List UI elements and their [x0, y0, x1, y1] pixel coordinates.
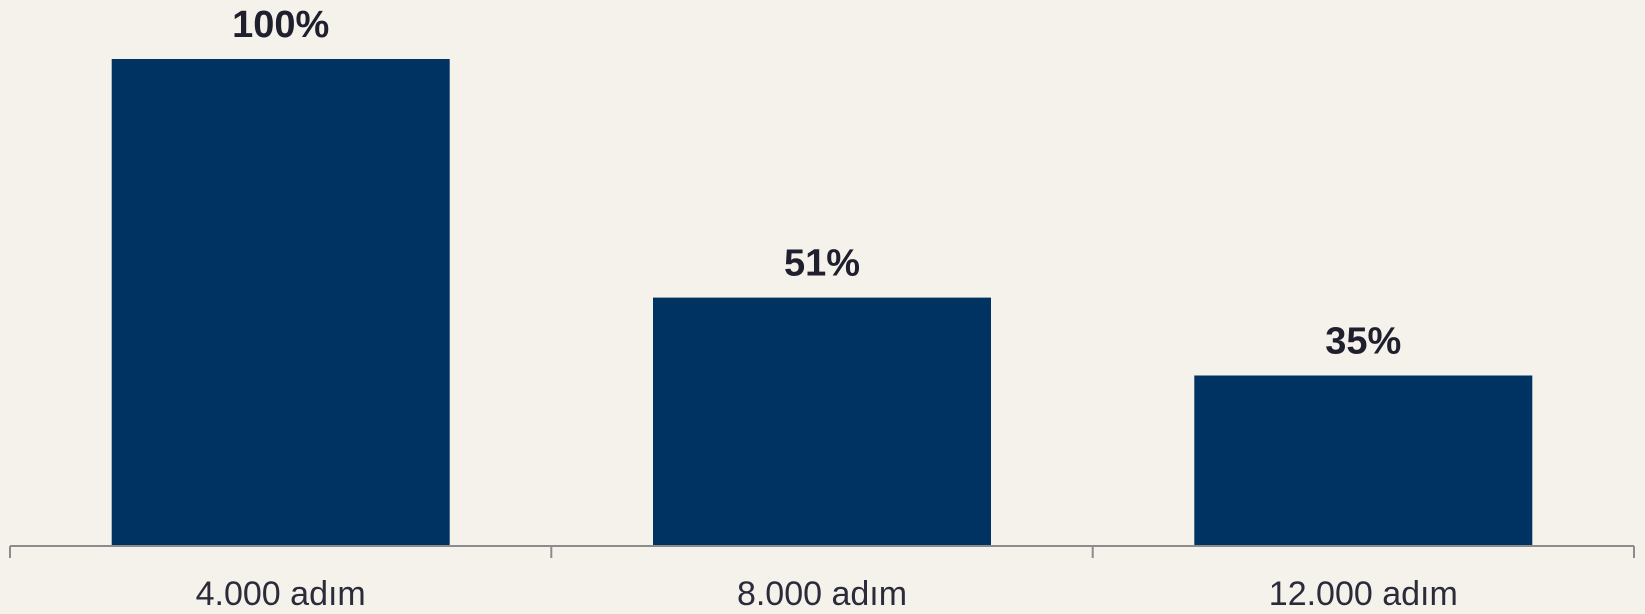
data-label-2: 51% — [784, 243, 860, 285]
x-axis — [9, 545, 1635, 558]
data-label-3: 35% — [1325, 321, 1401, 363]
bar-1 — [111, 59, 450, 546]
bar-3 — [1194, 375, 1533, 546]
bars-group — [111, 59, 1533, 546]
x-tick-label-1: 4.000 adım — [196, 575, 366, 613]
bar-2 — [653, 297, 991, 546]
x-tick-labels-group: 4.000 adım 8.000 adım 12.000 adım — [196, 575, 1458, 613]
x-tick-label-2: 8.000 adım — [737, 575, 907, 613]
x-tick-label-3: 12.000 adım — [1269, 575, 1458, 613]
data-labels-group: 100% 51% 35% — [232, 4, 1401, 363]
data-label-1: 100% — [232, 4, 329, 46]
